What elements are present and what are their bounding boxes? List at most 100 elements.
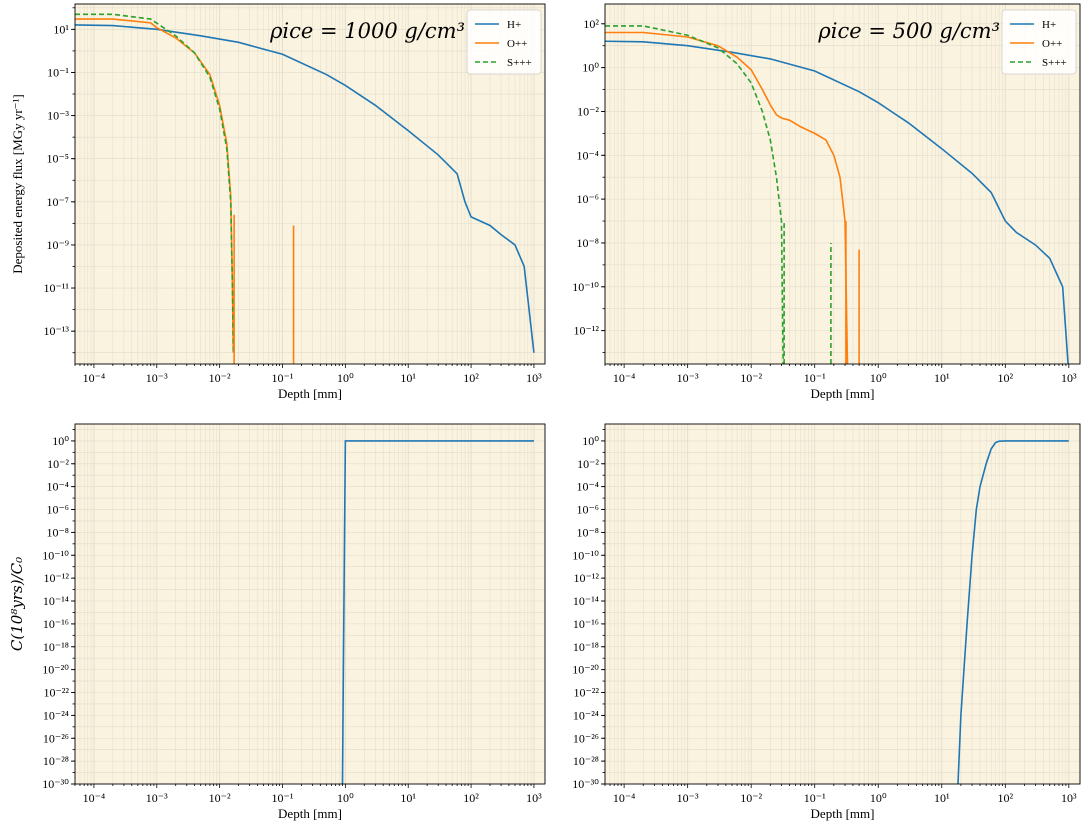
- axes-frame: [604, 3, 1081, 365]
- y-tick-label: 10⁻⁶: [576, 503, 599, 517]
- density-annotation: ρice = 500 g/cm³: [817, 19, 1000, 43]
- x-tick-label: 10⁻³: [677, 371, 699, 385]
- series-line-hplus: [605, 40, 1069, 364]
- x-tick-label: 10⁻⁴: [83, 791, 106, 805]
- y-tick-label: 10⁻⁴: [576, 480, 599, 494]
- y-tick-label: 10⁻⁸: [576, 236, 599, 250]
- density-annotation: ρice = 1000 g/cm³: [269, 19, 465, 43]
- axes-frame: [74, 3, 546, 365]
- y-tick-label: 10⁻⁹: [46, 238, 69, 252]
- y-tick-label: 10⁻²⁸: [43, 754, 69, 768]
- legend-entry: H+: [1042, 19, 1056, 31]
- x-tick-label: 10²: [997, 371, 1013, 385]
- x-tick-label: 10³: [1061, 371, 1077, 385]
- series-line-concentration: [957, 440, 1069, 784]
- y-tick-label: 10⁻¹⁰: [572, 280, 599, 294]
- y-tick-label: 10⁻³⁰: [42, 777, 69, 791]
- plot-background: [605, 4, 1080, 364]
- x-tick-label: 10⁻²: [740, 371, 762, 385]
- y-tick-label: 10⁻²⁰: [42, 663, 69, 677]
- y-tick-label: 10⁻²⁰: [572, 663, 599, 677]
- y-tick-label: 10⁻⁴: [46, 480, 69, 494]
- y-tick-label: 10¹: [53, 22, 69, 36]
- y-tick-label: 10⁻¹⁸: [43, 640, 69, 654]
- legend-entry: H+: [507, 19, 521, 31]
- plot-area: [75, 13, 535, 364]
- y-tick-label: 10⁻²⁶: [43, 731, 69, 745]
- y-tick-label: 10⁻⁶: [46, 503, 69, 517]
- x-axis-label: Depth [mm]: [811, 386, 875, 401]
- x-tick-label: 10⁻²: [209, 371, 231, 385]
- panel-bottom-left: 10⁻⁴ 10⁻³ 10⁻² 10⁻¹ 10⁰ 10¹ 10² 10³ 10⁰ 10⁻² 10⁻⁴ 1…: [8, 423, 546, 821]
- y-tick-label: 10⁻²⁶: [573, 731, 599, 745]
- y-tick-label: 10⁻¹⁶: [43, 617, 69, 631]
- x-tick-label: 10²: [463, 371, 479, 385]
- y-tick-label: 10⁻⁷: [46, 195, 69, 209]
- y-tick-label: 10⁻¹²: [573, 571, 599, 585]
- y-tick-label: 10⁻¹⁴: [43, 594, 69, 608]
- y-tick-label: 10⁻²⁸: [573, 754, 599, 768]
- x-tick-label: 10²: [997, 791, 1013, 805]
- y-tick-label: 10⁻⁴: [576, 148, 599, 162]
- plot-area: [605, 25, 1069, 364]
- y-tick-label: 10⁻¹: [47, 65, 69, 79]
- x-tick-label: 10³: [526, 791, 542, 805]
- y-tick-label: 10⁻¹³: [43, 324, 69, 338]
- panel-top-left: 10⁻⁴ 10⁻³ 10⁻² 10⁻¹ 10⁰ 10¹ 10² 10³ 10¹ 10⁻¹ 10⁻³ 1…: [10, 3, 546, 401]
- y-tick-label: 10⁻¹²: [43, 571, 69, 585]
- y-tick-label: 10⁻⁸: [576, 525, 599, 539]
- x-tick-label: 10⁰: [337, 371, 354, 385]
- plot-area: [341, 440, 534, 784]
- x-tick-label: 10⁻³: [677, 791, 699, 805]
- y-tick-label: 10⁻⁶: [576, 192, 599, 206]
- plot-background: [75, 424, 545, 784]
- x-tick-label: 10⁻¹: [272, 371, 294, 385]
- y-tick-label: 10⁻¹⁶: [573, 617, 599, 631]
- x-tick-label: 10⁻¹: [272, 791, 294, 805]
- x-tick-label: 10¹: [934, 371, 950, 385]
- legend-entry: O++: [507, 38, 527, 50]
- x-tick-label: 10⁻²: [209, 791, 231, 805]
- y-tick-label: 10⁻²²: [573, 686, 599, 700]
- x-tick-label: 10⁰: [870, 371, 887, 385]
- y-tick-label: 10⁻²⁴: [43, 708, 69, 722]
- y-tick-label: 10⁻²: [577, 457, 599, 471]
- y-tick-label: 10⁻²⁴: [573, 708, 599, 722]
- panel-top-right: 10⁻⁴ 10⁻³ 10⁻² 10⁻¹ 10⁰ 10¹ 10² 10³ 10² 10⁰ 10⁻² 10…: [572, 3, 1081, 401]
- y-tick-label: 10⁻¹⁰: [572, 548, 599, 562]
- x-tick-label: 10²: [463, 791, 479, 805]
- series-line-splusplusplus: [605, 25, 784, 364]
- x-axis-label: Depth [mm]: [278, 806, 342, 821]
- y-tick-label: 10⁻³⁰: [572, 777, 599, 791]
- legend: H+ O++ S+++: [466, 9, 542, 75]
- y-tick-label: 10⁻¹⁸: [573, 640, 599, 654]
- x-tick-label: 10⁻³: [146, 791, 168, 805]
- axes-frame: [74, 423, 546, 785]
- x-tick-label: 10⁻⁴: [83, 371, 106, 385]
- y-axis-label: C(10⁸yrs)/C₀: [8, 557, 26, 651]
- legend-box: [466, 9, 542, 75]
- x-axis-label: Depth [mm]: [278, 386, 342, 401]
- plot-background: [605, 424, 1080, 784]
- x-tick-label: 10⁰: [337, 791, 354, 805]
- x-tick-label: 10⁻¹: [804, 791, 826, 805]
- x-tick-label: 10¹: [934, 791, 950, 805]
- y-tick-label: 10²: [583, 17, 599, 31]
- legend: H+ O++ S+++: [1001, 9, 1077, 75]
- x-tick-label: 10⁻⁴: [613, 371, 636, 385]
- legend-entry: O++: [1042, 38, 1062, 50]
- y-tick-label: 10⁻⁸: [46, 525, 69, 539]
- x-tick-label: 10¹: [400, 371, 416, 385]
- y-axis-label: Deposited energy flux [MGy yr⁻¹]: [10, 94, 25, 273]
- x-tick-label: 10⁻³: [146, 371, 168, 385]
- x-tick-label: 10³: [1061, 791, 1077, 805]
- y-tick-label: 10⁻¹¹: [43, 281, 69, 295]
- y-tick-label: 10⁰: [582, 434, 599, 448]
- x-tick-label: 10³: [526, 371, 542, 385]
- y-tick-label: 10⁻¹²: [573, 324, 599, 338]
- y-tick-label: 10⁻⁵: [46, 152, 69, 166]
- x-axis-label: Depth [mm]: [811, 806, 875, 821]
- y-tick-label: 10⁻²: [577, 104, 599, 118]
- x-tick-label: 10⁻¹: [804, 371, 826, 385]
